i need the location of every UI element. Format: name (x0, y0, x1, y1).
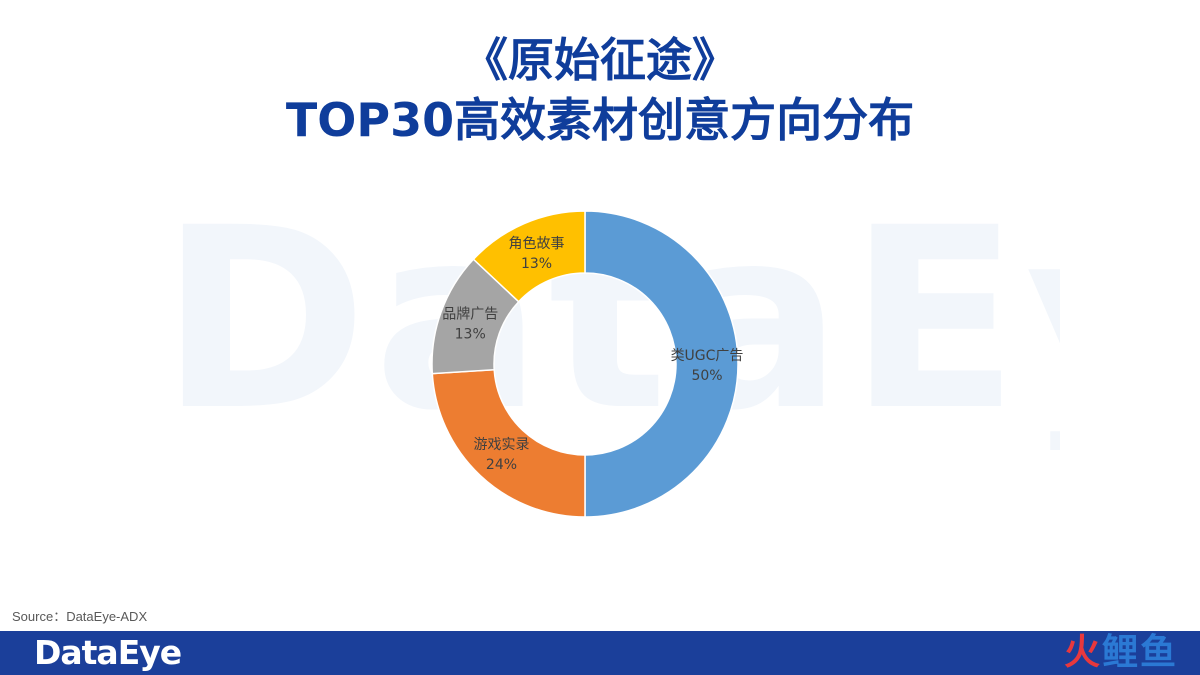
slice-value-label: 50% (691, 368, 722, 384)
huoliyu-char-3: 鱼 (1139, 632, 1178, 673)
slice-category-label: 游戏实录 (473, 437, 529, 453)
slice-category-label: 类UGC广告 (671, 348, 744, 364)
donut-slice (584, 210, 739, 518)
huoliyu-char-2: 鲤 (1101, 632, 1140, 673)
page-title-line2: TOP30高效素材创意方向分布 (285, 93, 915, 147)
slice-value-label: 13% (455, 327, 486, 343)
slice-value-label: 13% (521, 256, 552, 272)
slice-category-label: 角色故事 (509, 235, 565, 252)
footer-bar: DataEye 火鲤鱼 (0, 631, 1200, 675)
huoliyu-logo: 火鲤鱼 (1064, 633, 1178, 673)
donut-slice (431, 368, 586, 518)
slice-value-label: 24% (486, 457, 517, 473)
slice-category-label: 品牌广告 (442, 306, 498, 323)
page-title-line1: 《原始征途》 (462, 33, 738, 87)
dataeye-logo: DataEye (34, 633, 182, 672)
huoliyu-char-1: 火 (1063, 632, 1102, 673)
donut-slice (472, 210, 586, 303)
source-note: Source：DataEye-ADX (12, 609, 148, 624)
